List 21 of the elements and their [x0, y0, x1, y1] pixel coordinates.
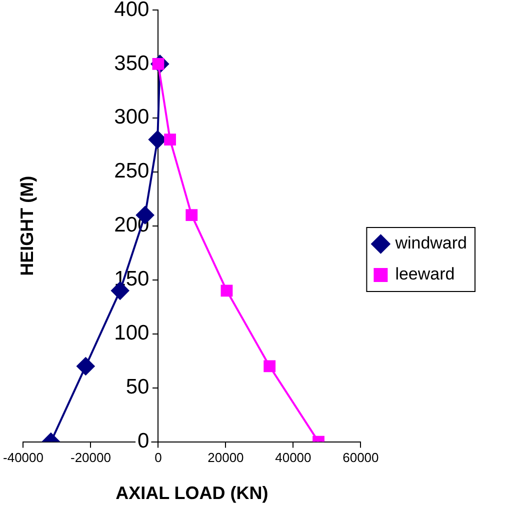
y-tick-label: 300 [114, 106, 150, 129]
x-tick-label: -40000 [2, 450, 44, 466]
x-tick-label: 40000 [275, 450, 312, 466]
point [220, 284, 233, 297]
point [164, 134, 176, 146]
point [76, 357, 95, 376]
y-axis-title: HEIGHT (M) [16, 176, 37, 276]
point [186, 209, 198, 222]
point [264, 360, 276, 372]
y-tick-label: 350 [114, 52, 150, 75]
x-tick-label: -20000 [70, 450, 111, 466]
x-axis-title: AXIAL LOAD (KN) [116, 483, 268, 504]
legend-label: leeward [395, 264, 455, 284]
legend-label: windward [394, 234, 467, 253]
y-tick-label: 250 [114, 160, 150, 183]
x-tick-label: 20000 [208, 450, 244, 466]
y-tick-label: 50 [126, 376, 150, 399]
y-tick-label: 100 [114, 322, 150, 345]
x-tick-label: 0 [154, 450, 162, 466]
x-tick-label: 60000 [342, 450, 379, 466]
y-tick-label: 400 [114, 0, 150, 21]
